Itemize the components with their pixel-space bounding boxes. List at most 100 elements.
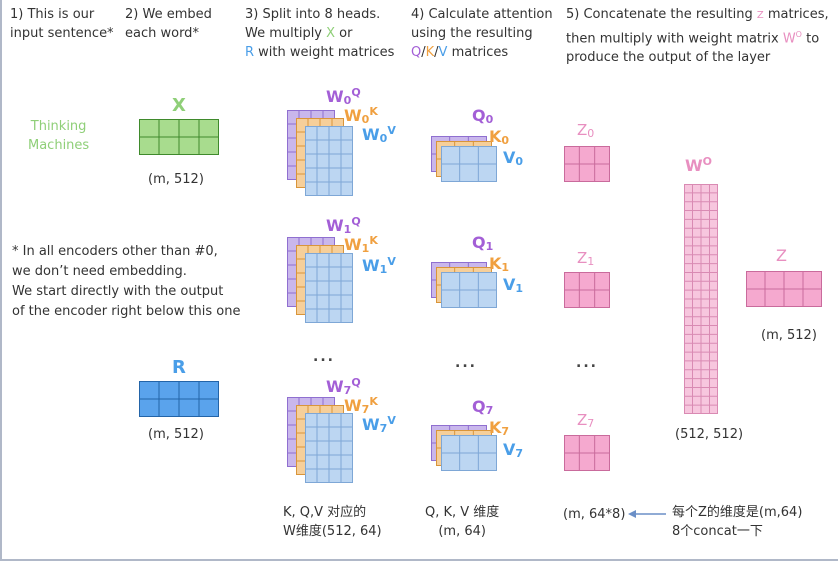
z-output-label: Z — [776, 246, 787, 265]
x-label: X — [172, 95, 186, 116]
z-note-line-1: 每个Z的维度是(m,64) — [672, 505, 803, 520]
k-idx: 7 — [501, 425, 510, 438]
wv-idx: 0 — [379, 132, 388, 145]
qkv-matrices-head-1 — [431, 262, 497, 310]
step-2-header: 2) We embed each word* — [125, 5, 212, 43]
step-3-header: 3) Split into 8 heads. We multiply X or … — [245, 5, 394, 62]
footnote-line-4: of the encoder right below this one — [12, 304, 241, 319]
z-output-matrix — [746, 271, 822, 307]
wv-label-head-1: W1V — [362, 255, 396, 276]
wv-w: W — [362, 125, 380, 144]
step-3-x: X — [326, 26, 336, 41]
q-letter: Q — [472, 397, 486, 416]
q-label-head-1: Q1 — [472, 233, 493, 253]
wo-letter: W — [685, 156, 703, 175]
wq-w: W — [326, 377, 344, 396]
wo-shape-label: (512, 512) — [675, 427, 744, 442]
wq-label-head-1: W1Q — [326, 215, 361, 236]
wq-w: W — [326, 216, 344, 235]
step-1-line-2: input sentence* — [10, 26, 114, 41]
input-sentence: Thinking Machines — [28, 117, 89, 155]
wq-idx: 1 — [343, 223, 352, 236]
wk-label-head-0: W0K — [344, 105, 378, 126]
wv-label-head-7: W7V — [362, 414, 396, 435]
input-word-2: Machines — [28, 138, 90, 153]
qkv-matrix-layer-2 — [441, 435, 497, 471]
q-label-head-0: Q0 — [472, 106, 493, 126]
step-4-tail: matrices — [447, 45, 509, 60]
v-label-head-0: V0 — [503, 148, 523, 168]
step-3-text: We multiply — [245, 26, 327, 41]
z-concat-dims: (m, 64*8) — [563, 507, 626, 522]
wo-label: WO — [685, 155, 712, 175]
w-dims-line-1: K, Q,V 对应的 — [283, 505, 367, 520]
wv-label-head-0: W0V — [362, 124, 396, 145]
step-5-text-a: 5) Concatenate the resulting — [566, 7, 757, 22]
weight-matrix-layer-2 — [305, 253, 353, 323]
footnote: * In all encoders other than #0, we don’… — [12, 242, 241, 322]
k-label-head-7: K7 — [489, 418, 509, 438]
wq-idx: 7 — [343, 384, 352, 397]
wk-label-head-7: W7K — [344, 395, 378, 416]
v-idx: 1 — [515, 282, 524, 295]
qkv-matrix-layer-2 — [441, 272, 497, 308]
weight-matrix-layer-2 — [305, 413, 353, 483]
wq-sup: Q — [351, 86, 361, 99]
wq-sup: Q — [351, 215, 361, 228]
k-idx: 1 — [501, 261, 510, 274]
step-5-line-3: produce the output of the layer — [566, 50, 771, 66]
w-dims-note: K, Q,V 对应的 W维度(512, 64) — [283, 503, 382, 541]
wq-sup: Q — [351, 376, 361, 389]
wk-w: W — [344, 106, 362, 125]
z-letter: Z — [577, 249, 588, 267]
step-5-line-1: 5) Concatenate the resulting Z matrices, — [566, 5, 829, 25]
qkv-dims-line-2: (m, 64) — [438, 524, 486, 539]
q-letter: Q — [472, 106, 486, 125]
step-4-v: V — [438, 45, 448, 60]
weight-matrix-layer-2 — [305, 126, 353, 196]
step-4-line-2: using the resulting — [411, 26, 533, 41]
k-letter: K — [489, 254, 502, 273]
v-letter: V — [503, 275, 516, 294]
z-dims-note: 每个Z的维度是(m,64) 8个concat一下 — [672, 503, 802, 541]
weight-matrices-head-7 — [287, 397, 357, 487]
step-5-z: Z — [756, 10, 764, 21]
wv-idx: 1 — [379, 263, 388, 276]
z-matrix-head-1 — [564, 272, 610, 308]
v-label-head-1: V1 — [503, 275, 523, 295]
z-label-head-1: Z1 — [577, 249, 594, 268]
input-word-1: Thinking — [30, 119, 87, 134]
step-4-sep-2: / — [434, 45, 439, 60]
wq-idx: 0 — [343, 94, 352, 107]
step-1-line-1: 1) This is our — [10, 7, 95, 22]
step-4-line-1: 4) Calculate attention — [411, 7, 553, 22]
r-shape-label: (m, 512) — [148, 427, 204, 442]
v-idx: 0 — [515, 155, 524, 168]
z-note-line-2: 8个concat一下 — [672, 524, 763, 539]
step-3-line-2: We multiply X or — [245, 24, 394, 43]
v-idx: 7 — [515, 447, 524, 460]
bottom-border — [0, 559, 838, 561]
x-shape-label: (m, 512) — [148, 172, 204, 187]
qkv-dims-line-1: Q, K, V 维度 — [425, 505, 500, 520]
step-3-or: or — [335, 26, 353, 41]
z-matrix-head-0 — [564, 146, 610, 182]
w-dims-line-2: W维度(512, 64) — [283, 524, 382, 539]
v-label-head-7: V7 — [503, 440, 523, 460]
q-idx: 7 — [485, 404, 494, 417]
wk-idx: 1 — [361, 242, 370, 255]
footnote-line-3: We start directly with the output — [12, 284, 224, 299]
wq-label-head-0: W0Q — [326, 86, 361, 107]
k-label-head-0: K0 — [489, 127, 509, 147]
z-letter: Z — [577, 411, 588, 429]
wk-idx: 0 — [361, 113, 370, 126]
left-arrow-icon — [628, 510, 666, 518]
step-3-line-3: R with weight matrices — [245, 43, 394, 62]
wk-sup: K — [369, 234, 378, 247]
step-4-sep-1: / — [421, 45, 426, 60]
step-4-header: 4) Calculate attention using the resulti… — [411, 5, 553, 62]
q-label-head-7: Q7 — [472, 397, 493, 417]
k-letter: K — [489, 127, 502, 146]
ellipsis-weights: ... — [313, 349, 335, 365]
step-3-line-1: 3) Split into 8 heads. — [245, 7, 381, 22]
